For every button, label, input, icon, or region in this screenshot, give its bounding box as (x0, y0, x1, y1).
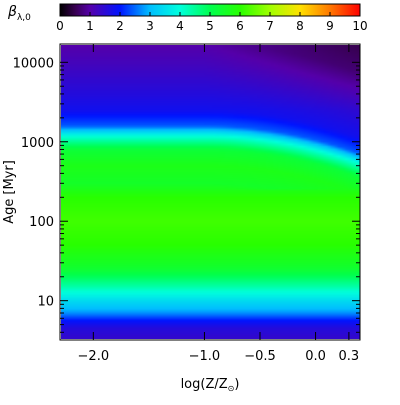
x-tick-label: 0.0 (305, 349, 326, 364)
colorbar-tick-label: 5 (206, 19, 214, 33)
x-tick-label: −0.5 (244, 349, 276, 364)
y-tick-label: 10000 (13, 56, 54, 71)
y-tick-label: 1000 (21, 136, 54, 151)
colorbar-label: βλ,0 (7, 4, 31, 23)
plot-frame (59, 43, 361, 341)
x-axis-label-text: log(Z/Z (181, 377, 228, 392)
colorbar-tick-label: 4 (176, 19, 184, 33)
y-axis-label-text: Age (2, 199, 17, 224)
colorbar-strip (60, 4, 360, 16)
colorbar-ticks: 0 1 2 3 4 5 6 7 8 9 10 (56, 12, 368, 33)
y-axis-label: Age [Myr] (2, 160, 17, 224)
colorbar-label-subscript: λ,0 (17, 13, 31, 23)
colorbar-tick-label: 3 (146, 19, 154, 33)
colorbar-tick-label: 6 (236, 19, 244, 33)
y-tick-label: 100 (29, 215, 54, 230)
colorbar-tick-label: 7 (266, 19, 274, 33)
colorbar-tick-label: 10 (352, 19, 367, 33)
x-axis-label-close: ) (234, 377, 239, 392)
colorbar-label-symbol: β (7, 4, 17, 20)
colorbar-tick-label: 0 (56, 19, 64, 33)
x-tick-label: −2.0 (78, 349, 110, 364)
x-axis-ticks: −2.0 −1.0 −0.5 0.0 0.3 (78, 44, 360, 364)
x-tick-label: −1.0 (189, 349, 221, 364)
colorbar-tick-label: 2 (116, 19, 124, 33)
y-axis-label-unit: [Myr] (2, 160, 17, 194)
x-axis-label: log(Z/Z⊙) (181, 377, 240, 393)
x-axis-label-sun: ⊙ (228, 384, 235, 393)
y-tick-label: 10 (37, 295, 54, 310)
colorbar-tick-label: 9 (326, 19, 334, 33)
colorbar: 0 1 2 3 4 5 6 7 8 9 10 βλ,0 (7, 3, 368, 33)
heatmap: −2.0 −1.0 −0.5 0.0 0.3 10 100 1000 10000 (13, 43, 361, 364)
colorbar-tick-label: 8 (296, 19, 304, 33)
y-axis-ticks: 10 100 1000 10000 (13, 56, 360, 333)
heatmap-image (61, 45, 360, 339)
x-tick-label: 0.3 (339, 349, 360, 364)
colorbar-tick-label: 1 (86, 19, 94, 33)
